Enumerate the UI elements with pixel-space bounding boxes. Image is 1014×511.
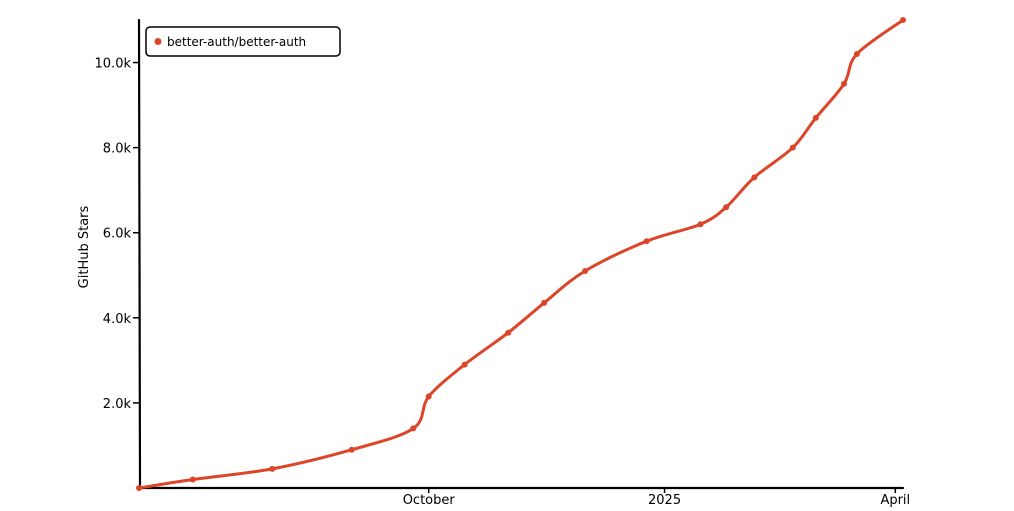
y-tick-label: 2.0k: [103, 397, 132, 412]
y-tick-label: 4.0k: [103, 312, 132, 327]
data-point: [541, 299, 548, 306]
series-line: [137, 18, 905, 490]
y-axis-line: [137, 18, 142, 490]
data-point: [853, 51, 860, 57]
data-point: [189, 476, 196, 483]
data-point: [505, 329, 512, 336]
y-tick-label: 10.0k: [95, 57, 132, 72]
legend-box: [145, 26, 341, 57]
axes: 2.0k 4.0k 6.0k 8.0k 10.0k October 2025 April: [95, 18, 910, 508]
y-tick-label: 8.0k: [103, 142, 132, 157]
x-tick-label: April: [880, 493, 910, 508]
data-point: [136, 485, 142, 491]
y-axis-label: GitHub Stars: [77, 205, 92, 288]
data-point: [643, 238, 650, 245]
data-point: [348, 446, 355, 453]
series-layer: [136, 17, 906, 491]
y-tick-label: 6.0k: [103, 227, 132, 242]
legend-label: better-auth/better-auth: [167, 35, 306, 49]
data-point: [841, 80, 847, 87]
data-point: [789, 144, 796, 151]
data-point: [461, 361, 468, 368]
data-point: [425, 393, 432, 400]
data-point: [723, 204, 730, 211]
data-point: [582, 268, 589, 274]
data-point: [812, 114, 819, 121]
data-point: [900, 17, 906, 23]
x-tick-label: 2025: [648, 493, 681, 508]
data-point: [269, 465, 276, 472]
legend: better-auth/better-auth: [145, 26, 341, 57]
x-tick-label: October: [403, 493, 456, 508]
data-point: [751, 174, 758, 181]
legend-swatch: [154, 38, 162, 45]
data-point: [697, 221, 704, 228]
data-point: [410, 425, 417, 432]
